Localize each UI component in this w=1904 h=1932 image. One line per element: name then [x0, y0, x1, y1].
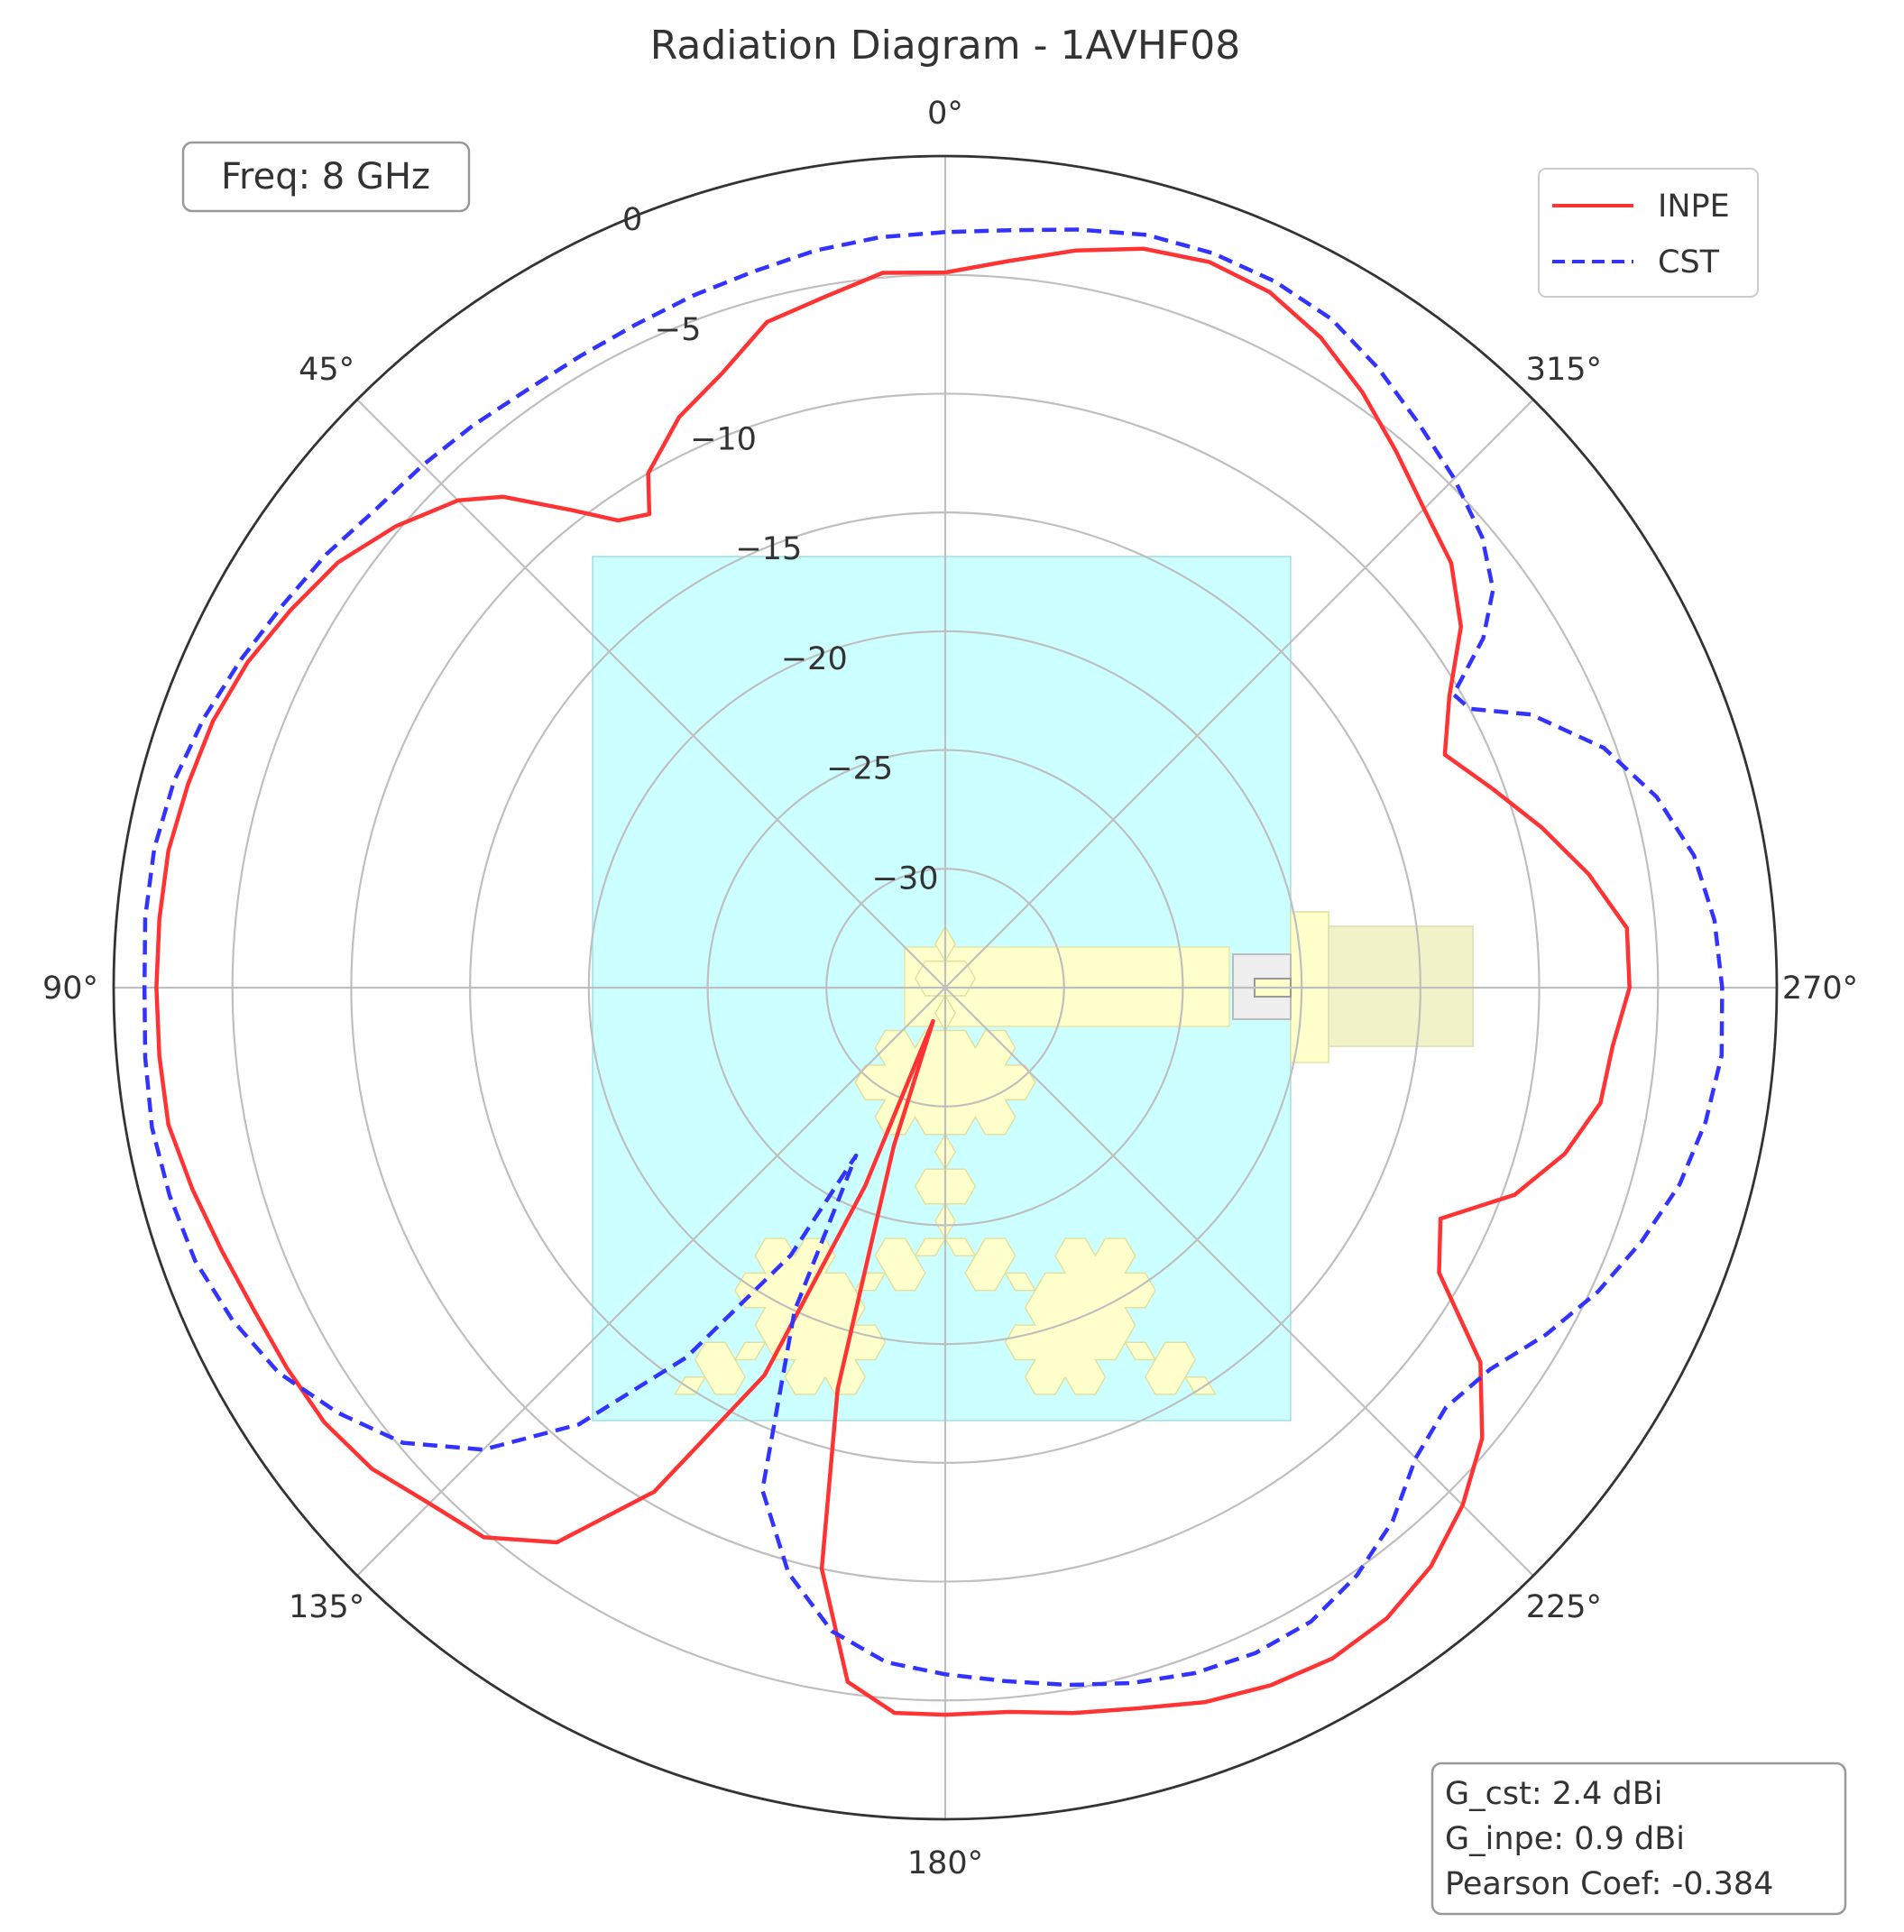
- radial-tick-label: 0: [622, 202, 642, 238]
- grid-spoke: [356, 399, 946, 989]
- series-cst-line: [142, 227, 1725, 1688]
- radial-tick-label: −30: [872, 860, 939, 897]
- angle-tick-label: 180°: [907, 1845, 983, 1881]
- series-layer: [142, 227, 1725, 1717]
- stats-gain-cst: G_cst: 2.4 dBi: [1445, 1776, 1662, 1812]
- stats-box: [1430, 1762, 1847, 1916]
- angle-tick-label: 225°: [1526, 1589, 1602, 1625]
- chart-title: Radiation Diagram - 1AVHF08: [650, 23, 1240, 69]
- angle-tick-label: 135°: [289, 1589, 364, 1625]
- grid-spoke: [944, 987, 1534, 1577]
- radial-tick-label: −5: [655, 312, 702, 348]
- legend: INPE CST: [1538, 168, 1759, 298]
- legend-label-inpe: INPE: [1658, 189, 1730, 225]
- radial-tick-label: −15: [735, 531, 802, 567]
- stats-pearson: Pearson Coef: -0.384: [1445, 1866, 1773, 1902]
- angle-tick-label: 0°: [927, 96, 963, 132]
- angle-tick-label: 90°: [42, 971, 98, 1007]
- radial-tick-label: −10: [690, 422, 757, 458]
- stats-gain-inpe: G_inpe: 0.9 dBi: [1445, 1821, 1685, 1857]
- connector-body: [1328, 925, 1474, 1047]
- grid-spoke: [356, 987, 946, 1577]
- legend-label-cst: CST: [1658, 244, 1720, 281]
- stats-annotation: G_cst: 2.4 dBi G_inpe: 0.9 dBi Pearson C…: [1430, 1762, 1847, 1916]
- outer-circle: [112, 154, 1779, 1821]
- angle-tick-label: 270°: [1782, 971, 1858, 1007]
- radial-tick-label: −20: [781, 641, 848, 677]
- axis-labels: 0° 45° 90° 135° 180° 225° 270° 315° −30 −25 −20 −15…: [42, 96, 1858, 1881]
- frequency-annotation: Freq: 8 GHz: [181, 141, 471, 213]
- series-inpe-line: [154, 246, 1632, 1717]
- angle-tick-label: 45°: [299, 352, 354, 388]
- polar-grid: [112, 154, 1779, 1821]
- angle-tick-label: 315°: [1526, 352, 1602, 388]
- grid-spoke: [944, 399, 1534, 989]
- frequency-box: [181, 141, 471, 213]
- legend-box: [1538, 168, 1759, 298]
- frequency-label: Freq: 8 GHz: [221, 156, 430, 198]
- radial-tick-label: −25: [826, 751, 893, 787]
